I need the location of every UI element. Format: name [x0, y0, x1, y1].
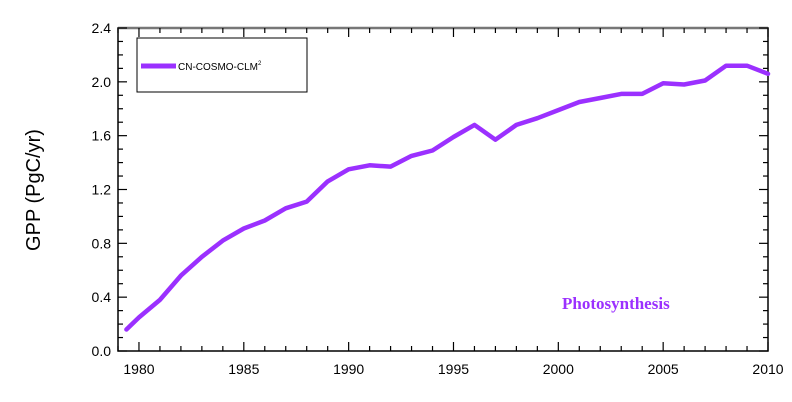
data-point	[389, 165, 393, 169]
annotation-photosynthesis: Photosynthesis	[562, 294, 670, 313]
x-tick-label-2010: 2010	[752, 361, 783, 377]
data-point	[368, 163, 372, 167]
y-tick-label-0.8: 0.8	[92, 235, 112, 251]
legend-label-superscript: 2	[258, 61, 262, 67]
data-point	[745, 64, 749, 68]
data-point	[347, 167, 351, 171]
data-point	[431, 148, 435, 152]
x-tick-label-1985: 1985	[228, 361, 259, 377]
y-tick-label-0.4: 0.4	[92, 289, 112, 305]
data-point	[640, 92, 644, 96]
data-point	[766, 72, 770, 76]
data-point	[493, 138, 497, 142]
data-point	[326, 179, 330, 183]
data-point	[703, 78, 707, 82]
data-point	[556, 108, 560, 112]
data-point	[577, 100, 581, 104]
data-point	[598, 96, 602, 100]
y-tick-label-0.0: 0.0	[92, 343, 112, 359]
legend-label-text: CN-COSMO-CLM	[178, 62, 258, 73]
data-point	[661, 81, 665, 85]
y-axis-label: GPP (PgC/yr)	[23, 129, 45, 251]
data-point	[682, 83, 686, 87]
data-point	[724, 64, 728, 68]
axis-ticks	[117, 27, 769, 352]
data-point	[472, 123, 476, 127]
legend: CN-COSMO-CLM2	[136, 37, 308, 93]
data-point	[619, 92, 623, 96]
x-tick-labels: 1980 1985 1990 1995 2000 2005 2010	[123, 361, 783, 377]
x-tick-label-1990: 1990	[333, 361, 364, 377]
y-tick-label-1.2: 1.2	[92, 182, 112, 198]
data-point	[242, 227, 246, 231]
data-point	[514, 123, 518, 127]
legend-label: CN-COSMO-CLM2	[178, 61, 262, 73]
data-point	[200, 255, 204, 259]
x-tick-label-1980: 1980	[123, 361, 154, 377]
x-tick-label-1995: 1995	[438, 361, 469, 377]
data-point	[179, 274, 183, 278]
y-tick-label-1.6: 1.6	[92, 128, 112, 144]
data-point	[137, 315, 141, 319]
data-point	[305, 200, 309, 204]
data-point	[284, 206, 288, 210]
data-point	[451, 135, 455, 139]
y-tick-label-2.4: 2.4	[92, 20, 112, 36]
y-tick-labels: 0.0 0.4 0.8 1.2 1.6 2.0 2.4	[92, 20, 112, 359]
data-point	[263, 218, 267, 222]
x-tick-label-2005: 2005	[648, 361, 679, 377]
y-tick-label-2.0: 2.0	[92, 74, 112, 90]
plot-area: 1980 1985 1990 1995 2000 2005 2010 0.0 0.4 0.8 1.…	[92, 20, 784, 377]
data-point	[221, 239, 225, 243]
series-line-cn-cosmo-clm	[124, 63, 771, 332]
data-point	[158, 298, 162, 302]
data-point	[410, 154, 414, 158]
x-tick-label-2000: 2000	[543, 361, 574, 377]
data-point	[124, 327, 128, 331]
data-point	[535, 116, 539, 120]
